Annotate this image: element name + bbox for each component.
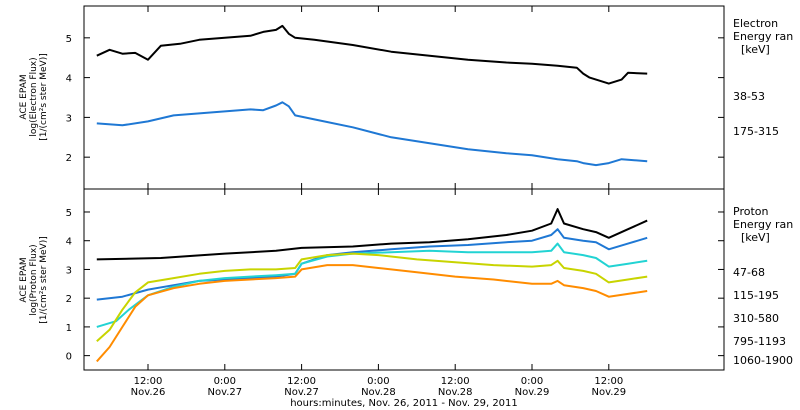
electron-panel: ACE EPAM log(Electron Flux) [1/(cm²s ste… — [19, 6, 793, 189]
x-tick-date-label: Nov.27 — [284, 387, 319, 398]
proton-instrument-label: ACE EPAM — [19, 257, 29, 302]
x-tick-time-label: 0:00 — [521, 376, 543, 387]
electron-legend-title-3: [keV] — [741, 43, 770, 56]
x-tick-time-label: 0:00 — [367, 376, 389, 387]
electron-ylabel-units: [1/(cm²s ster MeV)] — [39, 53, 49, 140]
electron-y-tick-label: 3 — [66, 113, 72, 124]
x-tick-date-label: Nov.29 — [591, 387, 626, 398]
x-tick-date-label: Nov.28 — [438, 387, 473, 398]
electron-series-38-53 — [96, 24, 648, 85]
electron-ylabel: log(Electron Flux) — [29, 57, 39, 136]
x-tick-date-label: Nov.29 — [515, 387, 550, 398]
x-tick-date-label: Nov.26 — [131, 387, 166, 398]
proton-legend-310-580: 310-580 — [733, 312, 779, 325]
proton-y-tick-label: 3 — [66, 265, 72, 276]
proton-y-tick-label: 1 — [66, 323, 72, 334]
proton-y-tick-label: 0 — [66, 352, 72, 363]
electron-series-175-315 — [96, 101, 648, 167]
proton-series-1060-1900 — [96, 264, 648, 363]
proton-y-tick-label: 5 — [66, 208, 72, 219]
x-tick-date-label: Nov.27 — [207, 387, 242, 398]
proton-panel: ACE EPAM log(Proton Flux) [1/(cm²s ster … — [19, 189, 793, 370]
x-tick-time-label: 12:00 — [594, 376, 623, 387]
proton-legend-47-68: 47-68 — [733, 266, 765, 279]
electron-legend-title-2: Energy ran — [733, 30, 793, 43]
x-tick-time-label: 12:00 — [441, 376, 470, 387]
proton-ylabel-units: [1/(cm²s ster MeV)] — [39, 236, 49, 323]
proton-panel-frame — [83, 188, 725, 371]
electron-panel-frame — [83, 5, 725, 190]
electron-y-tick-label: 5 — [66, 34, 72, 45]
proton-legend-795-1193: 795-1193 — [733, 335, 786, 348]
proton-legend-1060-1900: 1060-1900 — [733, 354, 793, 367]
proton-y-tick-label: 4 — [66, 237, 72, 248]
electron-legend-38-53: 38-53 — [733, 90, 765, 103]
proton-ylabel: log(Proton Flux) — [29, 244, 39, 315]
x-tick-time-label: 12:00 — [134, 376, 163, 387]
proton-legend-title-2: Energy ran — [733, 218, 793, 231]
electron-legend-title-1: Electron — [733, 17, 778, 30]
x-tick-time-label: 0:00 — [214, 376, 236, 387]
proton-series-47-68 — [96, 208, 648, 261]
proton-legend-title-1: Proton — [733, 205, 768, 218]
electron-instrument-label: ACE EPAM — [19, 74, 29, 119]
proton-legend-115-195: 115-195 — [733, 289, 779, 302]
electron-y-tick-label: 4 — [66, 74, 72, 85]
proton-series-310-580 — [96, 242, 648, 328]
x-tick-date-label: Nov.28 — [361, 387, 396, 398]
x-axis: 12:00Nov.260:00Nov.2712:00Nov.270:00Nov.… — [131, 376, 626, 398]
proton-legend-title-3: [keV] — [741, 231, 770, 244]
proton-y-tick-label: 2 — [66, 294, 72, 305]
x-axis-label: hours:minutes, Nov. 26, 2011 - Nov. 29, … — [290, 398, 518, 409]
proton-series-115-195 — [96, 228, 648, 301]
electron-legend-175-315: 175-315 — [733, 125, 779, 138]
x-tick-time-label: 12:00 — [287, 376, 316, 387]
proton-series-795-1193 — [96, 252, 648, 343]
electron-y-tick-label: 2 — [66, 153, 72, 164]
